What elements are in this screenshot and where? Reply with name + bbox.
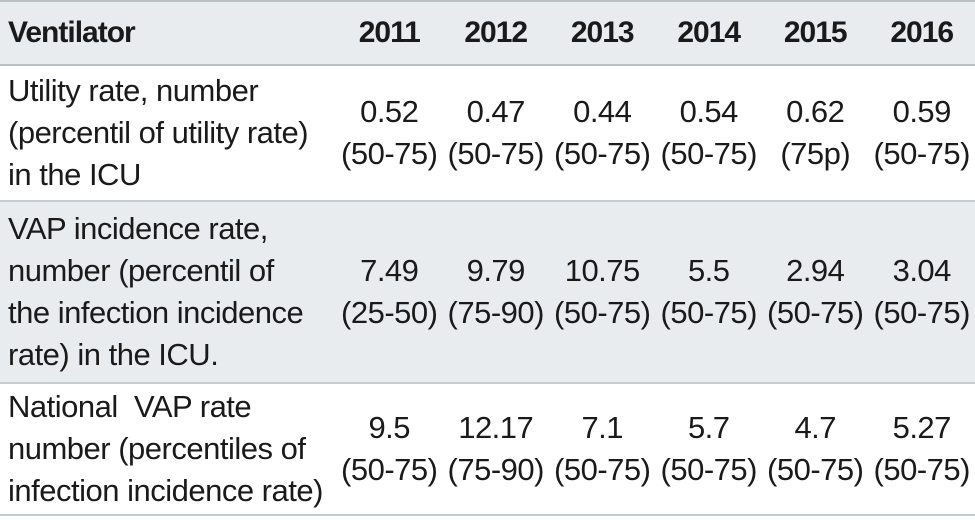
header-year: 2011 (358, 16, 421, 49)
table-cell: 9.5 (50-75) (336, 383, 443, 515)
cell-value: 0.54 (679, 94, 739, 129)
cell-value: 5.27 (892, 410, 952, 445)
table-row: VAP incidence rate, number (percentil of… (0, 201, 975, 383)
cell-range: (75-90) (447, 295, 545, 330)
table-cell: 0.52 (50-75) (336, 65, 443, 201)
cell-range: (50-75) (554, 452, 651, 487)
table-cell: 0.59 (50-75) (869, 65, 975, 201)
row-label-line: VAP incidence rate, (8, 211, 268, 246)
cell-value: 7.49 (360, 253, 419, 288)
cell-range: (50-75) (767, 295, 864, 330)
cell-range: (75p) (780, 136, 851, 171)
header-label: Ventilator (8, 16, 136, 49)
table-header-row: Ventilator 2011 2012 2013 2014 2015 2016 (0, 1, 975, 65)
cell-range: (50-75) (447, 136, 545, 171)
table-cell: 5.5 (50-75) (656, 201, 763, 383)
header-year: 2014 (677, 16, 741, 49)
cell-value: 12.17 (458, 410, 534, 445)
row-label-line: Utility rate, number (8, 73, 259, 108)
row-label-line: National VAP rate (8, 389, 252, 424)
header-year: 2012 (464, 16, 528, 49)
cell-value: 7.1 (581, 410, 624, 445)
cell-value: 0.44 (573, 94, 632, 129)
table-cell: 0.44 (50-75) (549, 65, 656, 201)
row-label: Utility rate, number (percentil of utili… (0, 65, 336, 201)
cell-value: 0.62 (786, 94, 845, 129)
row-label-line: rate) in the ICU. (8, 337, 219, 372)
cell-range: (50-75) (873, 452, 971, 487)
table-cell: 4.7 (50-75) (762, 383, 869, 515)
row-label: VAP incidence rate, number (percentil of… (0, 201, 336, 383)
table-cell: 5.7 (50-75) (656, 383, 763, 515)
cell-value: 0.47 (466, 94, 526, 129)
row-label-line: infection incidence rate) (8, 473, 323, 508)
table-cell: 7.49 (25-50) (336, 201, 443, 383)
row-label-line: number (percentil of (8, 253, 274, 288)
table-cell: 5.27 (50-75) (869, 383, 975, 515)
header-year: 2016 (890, 16, 954, 49)
cell-value: 2.94 (786, 253, 845, 288)
table-cell: 0.54 (50-75) (656, 65, 763, 201)
cell-value: 9.5 (368, 410, 411, 445)
row-label-line: the infection incidence (8, 295, 304, 330)
header-year: 2015 (783, 16, 848, 49)
cell-range: (25-50) (341, 295, 438, 330)
table-cell: 7.1 (50-75) (549, 383, 656, 515)
cell-range: (50-75) (341, 136, 438, 171)
table-cell: 10.75 (50-75) (549, 201, 656, 383)
table-row: Utility rate, number (percentil of utili… (0, 65, 975, 201)
row-label: National VAP rate number (percentiles of… (0, 383, 336, 515)
row-label-line: in the ICU (8, 157, 141, 192)
cell-range: (75-90) (447, 452, 545, 487)
cell-value: 4.7 (794, 410, 837, 445)
table-cell: 2.94 (50-75) (762, 201, 869, 383)
cell-range: (50-75) (554, 295, 651, 330)
cell-range: (50-75) (554, 136, 651, 171)
cell-range: (50-75) (341, 452, 438, 487)
cell-range: (50-75) (660, 295, 758, 330)
table-cell: 0.47 (50-75) (443, 65, 550, 201)
row-label-line: number (percentiles of (8, 431, 306, 466)
cell-value: 10.75 (564, 253, 641, 288)
table-cell: 0.62 (75p) (762, 65, 869, 201)
table-cell: 3.04 (50-75) (869, 201, 975, 383)
cell-range: (50-75) (873, 136, 971, 171)
row-label-line: (percentil of utility rate) (8, 115, 309, 150)
cell-value: 9.79 (466, 253, 526, 288)
cell-value: 0.52 (360, 94, 419, 129)
table-cell: 9.79 (75-90) (443, 201, 550, 383)
header-year: 2013 (570, 16, 635, 49)
cell-range: (50-75) (660, 136, 758, 171)
table-cell: 12.17 (75-90) (443, 383, 550, 515)
cell-value: 3.04 (892, 253, 952, 288)
table-row: National VAP rate number (percentiles of… (0, 383, 975, 515)
cell-range: (50-75) (660, 452, 758, 487)
cell-range: (50-75) (767, 452, 864, 487)
cell-value: 5.5 (687, 253, 730, 288)
cell-range: (50-75) (873, 295, 971, 330)
cell-value: 5.7 (687, 410, 730, 445)
cell-value: 0.59 (892, 94, 952, 129)
